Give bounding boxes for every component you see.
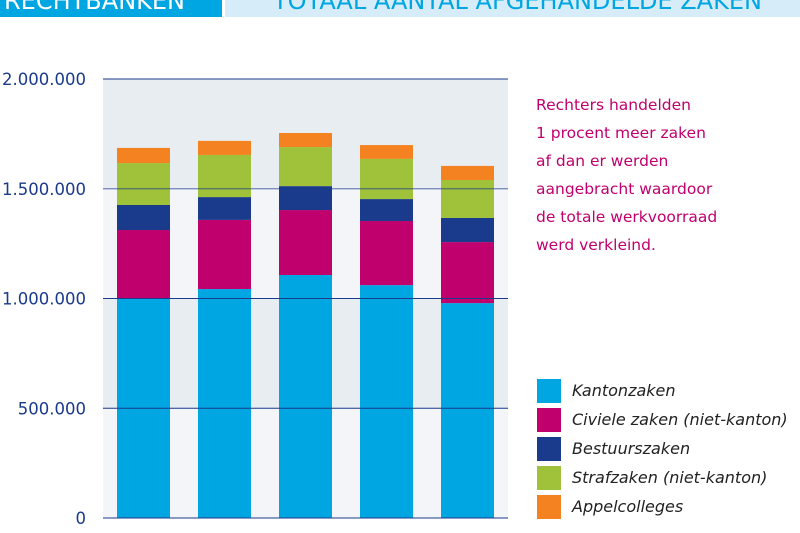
bar-segment-2015-3 — [360, 158, 413, 200]
legend-label: Kantonzaken — [572, 381, 676, 400]
bar-segment-2012-3 — [117, 163, 170, 205]
note-line: af dan er werden — [536, 152, 669, 170]
bar-segment-2015-2 — [360, 199, 413, 222]
legend-swatch — [537, 378, 561, 403]
legend-item-civiele-zaken: Civiele zaken (niet-kanton) — [537, 405, 788, 434]
section-title: RECHTBANKEN — [0, 0, 222, 17]
bar-segment-2014-0 — [279, 275, 332, 518]
bar-segment-2012-2 — [117, 204, 170, 231]
chart-title: TOTAAL AANTAL AFGEHANDELDE ZAKEN — [225, 0, 800, 17]
bar-segment-2014-4 — [279, 132, 332, 148]
bar-segment-2016-3 — [441, 179, 494, 218]
legend-item-kantonzaken: Kantonzaken — [537, 376, 788, 405]
legend-label: Civiele zaken (niet-kanton) — [572, 410, 788, 429]
y-tick-label: 0 — [76, 509, 87, 528]
x-tick-label: 2013 — [204, 530, 245, 533]
bar-segment-2014-3 — [279, 147, 332, 187]
note-line: de totale werkvoorraad — [536, 208, 718, 226]
legend-item-strafzaken: Strafzaken (niet-kanton) — [537, 463, 788, 492]
y-tick-label: 2.000.000 — [2, 70, 86, 89]
legend-item-appelcolleges: Appelcolleges — [537, 492, 788, 521]
bar-segment-2016-0 — [441, 303, 494, 518]
legend-label: Appelcolleges — [572, 497, 684, 516]
legend-item-bestuurszaken: Bestuurszaken — [537, 434, 788, 463]
legend-swatch — [537, 436, 561, 461]
annotation-note: Rechters handelden 1 procent meer zaken … — [536, 91, 717, 259]
x-tick-label: 2014 — [285, 530, 326, 533]
y-tick-label: 1.500.000 — [2, 180, 86, 199]
bar-segment-2014-2 — [279, 186, 332, 211]
bar-segment-2015-1 — [360, 221, 413, 286]
y-tick-label: 500.000 — [18, 399, 86, 418]
bar-segment-2016-2 — [441, 217, 494, 243]
bar-segment-2013-1 — [198, 219, 251, 290]
note-line: werd verkleind. — [536, 236, 656, 254]
bar-segment-2012-1 — [117, 230, 170, 299]
bar-segment-2016-1 — [441, 242, 494, 304]
legend-label: Strafzaken (niet-kanton) — [572, 468, 768, 487]
bar-segment-2013-0 — [198, 289, 251, 518]
bar-segment-2015-0 — [360, 285, 413, 518]
legend-swatch — [537, 465, 561, 490]
bar-segment-2013-4 — [198, 140, 251, 155]
bar-segment-2016-4 — [441, 165, 494, 180]
note-line: aangebracht waardoor — [536, 180, 713, 198]
note-line: Rechters handelden — [536, 96, 691, 114]
legend: Kantonzaken Civiele zaken (niet-kanton) … — [537, 376, 788, 521]
x-tick-label: 2016 — [447, 530, 488, 533]
bar-segment-2013-2 — [198, 197, 251, 220]
bar-segment-2015-4 — [360, 145, 413, 159]
legend-label: Bestuurszaken — [572, 439, 691, 458]
y-tick-label: 1.000.000 — [2, 290, 86, 309]
note-line: 1 procent meer zaken — [536, 124, 706, 142]
bar-segment-2014-1 — [279, 210, 332, 276]
x-tick-label: 2015 — [366, 530, 407, 533]
legend-swatch — [537, 494, 561, 519]
bar-segment-2013-3 — [198, 154, 251, 198]
x-tick-label: 2012 — [123, 530, 164, 533]
legend-swatch — [537, 407, 561, 432]
bar-segment-2012-4 — [117, 147, 170, 164]
